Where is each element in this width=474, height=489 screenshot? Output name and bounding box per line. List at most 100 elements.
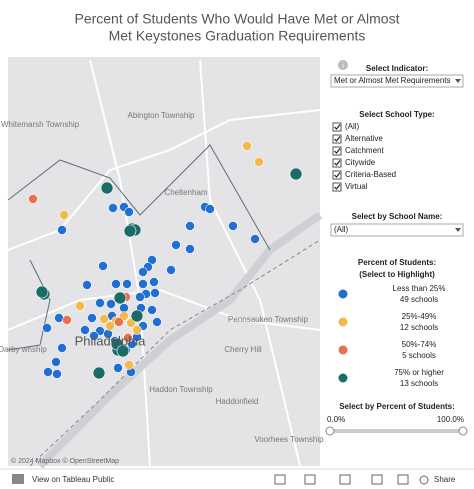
map[interactable] <box>7 57 323 469</box>
share-button[interactable]: Share <box>434 475 456 484</box>
dropdown[interactable] <box>330 223 464 237</box>
school-point[interactable] <box>113 363 123 373</box>
school-point[interactable] <box>123 224 137 238</box>
school-point[interactable] <box>43 367 53 377</box>
school-point[interactable] <box>57 343 67 353</box>
school-point[interactable] <box>111 279 121 289</box>
school-point[interactable] <box>250 234 260 244</box>
checkbox-label: Citywide <box>345 158 376 167</box>
school-point[interactable] <box>95 298 105 308</box>
school-point[interactable] <box>105 321 115 331</box>
checkbox-label: Virtual <box>345 182 368 191</box>
school-point[interactable] <box>57 225 67 235</box>
filter-panel: i Select Indicator: Met or Almost Met Re… <box>325 60 468 436</box>
school-point[interactable] <box>80 325 90 335</box>
school-point[interactable] <box>89 331 99 341</box>
school-point[interactable] <box>138 267 148 277</box>
slider-max: 100.0% <box>437 415 464 424</box>
school-point[interactable] <box>116 344 130 358</box>
school-point[interactable] <box>185 221 195 231</box>
filter-label: Select by School Name: <box>352 212 443 221</box>
school-point[interactable] <box>42 323 52 333</box>
school-point[interactable] <box>124 207 134 217</box>
school-point[interactable] <box>185 244 195 254</box>
checkbox-label: Criteria-Based <box>345 170 396 179</box>
school-point[interactable] <box>242 141 252 151</box>
legend-label: 50%-74% <box>402 340 437 349</box>
school-point[interactable] <box>138 279 148 289</box>
check <box>334 136 341 142</box>
legend-swatch[interactable] <box>338 317 348 327</box>
checkbox[interactable] <box>332 134 342 144</box>
school-point[interactable] <box>87 313 97 323</box>
school-point[interactable] <box>113 291 127 305</box>
checkbox[interactable] <box>332 158 342 168</box>
checkbox[interactable] <box>332 182 342 192</box>
checkbox-label: Alternative <box>345 134 383 143</box>
place-label: r Darby wnship <box>0 345 47 354</box>
school-point[interactable] <box>289 167 303 181</box>
place-label: Haddonfield <box>216 397 259 406</box>
legend-swatch[interactable] <box>338 345 348 355</box>
school-point[interactable] <box>54 313 64 323</box>
school-point[interactable] <box>51 357 61 367</box>
check <box>334 124 341 130</box>
title: Met Keystones Graduation Requirements <box>109 28 366 44</box>
checkbox-label: Catchment <box>345 146 384 155</box>
school-point[interactable] <box>135 292 145 302</box>
slider-handle[interactable] <box>458 426 468 436</box>
school-point[interactable] <box>35 285 49 299</box>
school-point[interactable] <box>147 305 157 315</box>
legend-subtitle: (Select to Highlight) <box>359 270 435 279</box>
tableau-link[interactable]: View on Tableau Public <box>32 475 114 484</box>
school-points[interactable] <box>28 141 303 380</box>
school-point[interactable] <box>166 265 176 275</box>
attribution: © 2024 Mapbox © OpenStreetMap <box>11 457 119 465</box>
school-point[interactable] <box>228 221 238 231</box>
school-point[interactable] <box>124 360 134 370</box>
check <box>334 172 341 178</box>
checkbox[interactable] <box>332 170 342 180</box>
school-point[interactable] <box>92 366 106 380</box>
school-point[interactable] <box>106 299 116 309</box>
school-point[interactable] <box>62 315 72 325</box>
school-point[interactable] <box>28 194 38 204</box>
school-point[interactable] <box>59 210 69 220</box>
school-point[interactable] <box>119 303 129 313</box>
school-point[interactable] <box>152 317 162 327</box>
school-point[interactable] <box>123 333 133 343</box>
school-point[interactable] <box>254 157 264 167</box>
svg-text:i: i <box>342 63 344 70</box>
school-point[interactable] <box>99 314 109 324</box>
legend-label: 75% or higher <box>394 368 444 377</box>
dropdown[interactable] <box>330 74 464 88</box>
school-point[interactable] <box>108 203 118 213</box>
slider-handle[interactable] <box>325 426 335 436</box>
checkbox[interactable] <box>332 146 342 156</box>
place-label: Whitemarsh Township <box>1 120 80 129</box>
legend-swatch[interactable] <box>338 373 348 383</box>
school-point[interactable] <box>100 181 114 195</box>
school-point[interactable] <box>130 309 144 323</box>
school-point[interactable] <box>114 317 124 327</box>
school-point[interactable] <box>52 369 62 379</box>
place-label: Cherry Hill <box>224 345 262 354</box>
checkbox[interactable] <box>332 122 342 132</box>
filter-label: Select Indicator: <box>366 64 428 73</box>
school-point[interactable] <box>98 261 108 271</box>
school-point[interactable] <box>205 204 215 214</box>
dropdown-value: (All) <box>334 225 349 234</box>
school-point[interactable] <box>149 277 159 287</box>
school-point[interactable] <box>132 325 142 335</box>
title: Percent of Students Who Would Have Met o… <box>74 11 399 27</box>
legend-count: 49 schools <box>400 295 438 304</box>
school-point[interactable] <box>82 280 92 290</box>
school-point[interactable] <box>75 301 85 311</box>
slider-track[interactable] <box>330 429 463 433</box>
school-point[interactable] <box>171 240 181 250</box>
school-point[interactable] <box>150 288 160 298</box>
school-point[interactable] <box>122 279 132 289</box>
legend-swatch[interactable] <box>338 289 348 299</box>
